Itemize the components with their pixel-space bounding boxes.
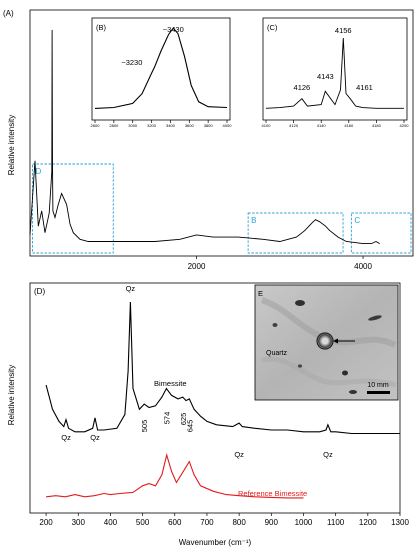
dark-inclusion [295,300,305,306]
inset-c-x-ticks: 4100 4120 4140 4160 4180 4200 [262,120,410,128]
panel-d-label: (D) [34,287,45,296]
x-tick-label: 2000 [188,262,206,271]
scale-bar-label: 10 mm [367,382,389,389]
inset-c-label: (C) [267,23,278,32]
dark-inclusion-5 [298,364,302,368]
panel-d-frame [29,282,401,514]
x-tick-label: 3000 [128,123,138,128]
reference-series-label: Reference Bimessite [238,489,307,498]
inset-b-label: (B) [96,23,107,32]
inset-c-peak-label: 4126 [294,83,311,92]
bimessite-group-label: Bimessite [154,379,187,388]
dark-inclusion-3 [368,315,382,321]
peak-label: Qz [323,450,333,459]
crystal-boundary-2 [261,356,397,388]
inset-b-spectrum-line [94,27,228,109]
panel-d-x-ticks: 200 300 400 500 600 700 800 900 1000 1100 1200 1300 [39,513,409,527]
dark-inclusion-2 [272,323,278,327]
x-tick-label: 3200 [147,123,157,128]
x-tick-label: 500 [136,518,150,527]
x-tick-label: 4200 [400,123,410,128]
region-box-b [247,212,344,254]
x-tick-label: 200 [39,518,53,527]
x-tick-label: 3600 [185,123,195,128]
inclusion-bubble-core [321,337,329,345]
x-tick-label: 300 [72,518,86,527]
inset-c: (C) 4100 4120 4140 4160 4180 4200 4156 4143 412… [262,17,410,128]
peak-label: 645 [185,420,194,433]
peak-label: Qz [126,284,136,293]
inset-c-frame [262,17,408,121]
x-tick-label: 2800 [109,123,119,128]
x-tick-label: 1100 [327,518,345,527]
inset-photo-label: E [258,289,263,298]
x-tick-label: 600 [168,518,182,527]
x-tick-label: 4120 [289,123,299,128]
panel-d: (D) Relative intensity Wavenumber (cm⁻¹)… [7,282,409,547]
x-tick-label: 800 [232,518,246,527]
x-tick-label: 4140 [317,123,327,128]
inset-c-annotations: 4156 4143 4126 4161 [294,26,373,92]
dark-inclusion-6 [349,390,357,394]
inset-b-peak-label: ~3430 [163,25,184,34]
inset-c-peak-label: 4156 [335,26,352,35]
x-tick-label: 4160 [344,123,354,128]
panel-d-xlabel: Wavenumber (cm⁻¹) [179,538,252,547]
peak-label: Qz [61,433,71,442]
inset-c-spectrum-line [265,37,404,109]
region-box-label: D [35,167,41,176]
x-tick-label: 3400 [166,123,176,128]
inset-b: (B) 2600 2800 3000 3200 3400 3600 3800 4000 ~34… [91,17,233,128]
region-box-label: C [354,216,360,225]
reference-bimessite-line [46,452,304,499]
x-tick-label: 1000 [295,518,313,527]
x-tick-label: 3800 [204,123,214,128]
x-tick-label: 1200 [359,518,377,527]
x-tick-label: 4100 [262,123,272,128]
panel-a-spectrum-line [29,29,380,245]
inset-c-peak-label: 4161 [356,83,373,92]
inset-b-x-ticks: 2600 2800 3000 3200 3400 3600 3800 4000 [91,120,233,128]
panel-a-x-ticks: 2000 4000 [188,256,372,271]
panel-a-frame [29,9,414,257]
scale-bar [367,391,390,394]
x-tick-label: 900 [265,518,279,527]
panel-a-ylabel: Relative intensity [7,115,16,175]
x-tick-label: 1300 [391,518,409,527]
x-tick-label: 4180 [372,123,382,128]
x-tick-label: 2600 [91,123,101,128]
panel-a-region-boxes: D B C [32,163,412,254]
quartz-label: Quartz [266,350,288,357]
region-box-d [32,163,114,254]
inset-c-peak-label: 4143 [317,72,334,81]
panel-a-label: (A) [3,9,14,18]
inset-b-peak-label: ~3230 [121,58,142,67]
x-tick-label: 700 [200,518,214,527]
peak-label: Qz [90,433,100,442]
peak-label: 625 [179,413,188,426]
inset-b-annotations: ~3430 ~3230 [121,25,183,67]
dark-inclusion-4 [342,370,348,376]
x-tick-label: 4000 [223,123,233,128]
panel-a: (A) Relative intensity 2000 4000 D B C (B) … [3,9,414,271]
x-tick-label: 4000 [354,262,372,271]
panel-d-ylabel: Relative intensity [7,365,16,425]
x-tick-label: 400 [104,518,118,527]
inclusion-arrow-head [333,338,338,344]
inset-photo-e: E Quartz 10 mm [254,284,399,401]
sample-spectrum-line [45,301,400,435]
peak-label: 505 [140,420,149,433]
region-box-c [350,212,412,254]
peak-label: 574 [162,412,171,425]
peak-label: Qz [234,450,244,459]
region-box-label: B [251,216,256,225]
inset-b-frame [91,17,231,121]
